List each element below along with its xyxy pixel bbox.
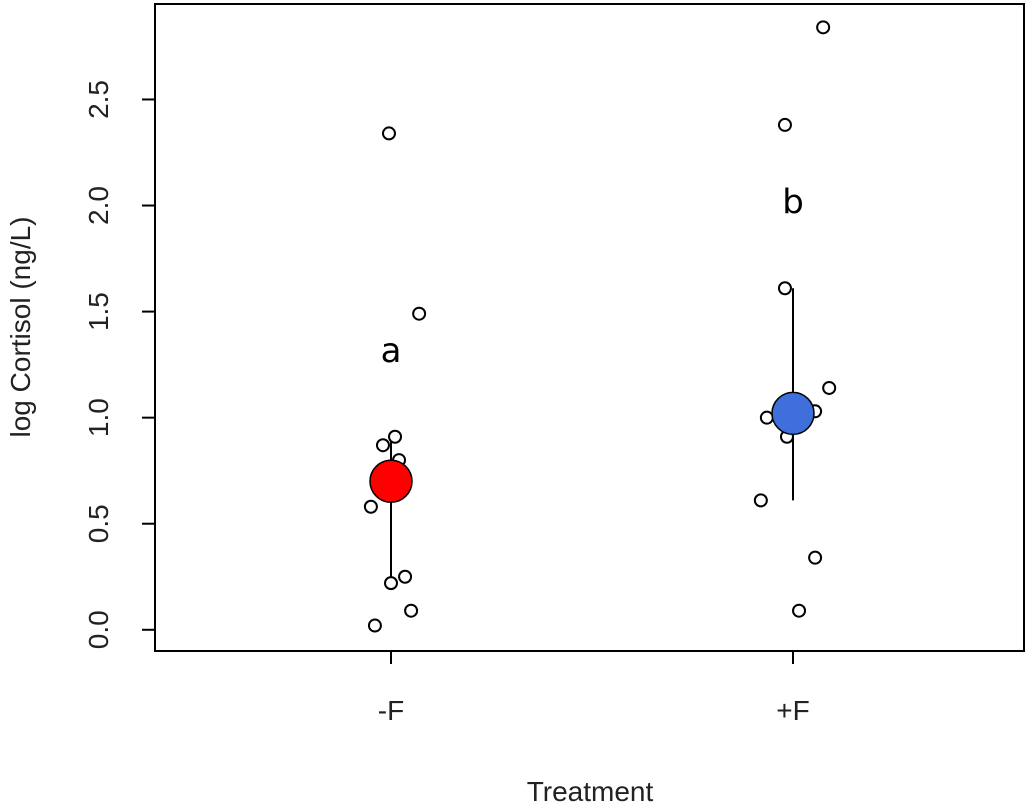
raw-points (363, 20, 837, 633)
mean-point (369, 459, 413, 504)
data-point (822, 380, 837, 395)
data-point (404, 603, 419, 618)
data-point (381, 126, 396, 141)
mean-points (369, 391, 815, 504)
significance-letter: b (782, 182, 804, 222)
significance-letter: a (381, 331, 402, 371)
x-tick-label: +F (776, 695, 809, 726)
data-point (816, 20, 831, 35)
y-tick-label: 0.5 (83, 504, 114, 543)
y-tick-label: 0.0 (83, 610, 114, 649)
significance-annotations: ab (381, 182, 804, 370)
data-point (777, 281, 792, 296)
x-axis: -F +F (378, 650, 810, 726)
data-point (753, 493, 768, 508)
y-tick-label: 2.0 (83, 186, 114, 225)
data-point (759, 410, 774, 425)
y-axis-title: log Cortisol (ng/L) (5, 217, 36, 438)
data-point (363, 499, 378, 514)
data-point (412, 306, 427, 321)
x-axis-title: Treatment (527, 776, 654, 807)
data-point (367, 618, 382, 633)
y-axis: 0.0 0.5 1.0 1.5 2.0 2.5 (83, 80, 156, 649)
data-point (792, 603, 807, 618)
data-point (808, 550, 823, 565)
y-tick-label: 1.0 (83, 398, 114, 437)
data-point (384, 576, 398, 591)
y-tick-label: 2.5 (83, 80, 114, 119)
mean-point (771, 391, 815, 436)
y-tick-label: 1.5 (83, 292, 114, 331)
data-point (777, 117, 792, 132)
plot-frame (154, 3, 1025, 652)
data-point (375, 438, 390, 453)
x-tick-label: -F (378, 695, 404, 726)
data-point (398, 569, 413, 584)
error-bars (390, 288, 794, 584)
data-point (388, 429, 403, 444)
